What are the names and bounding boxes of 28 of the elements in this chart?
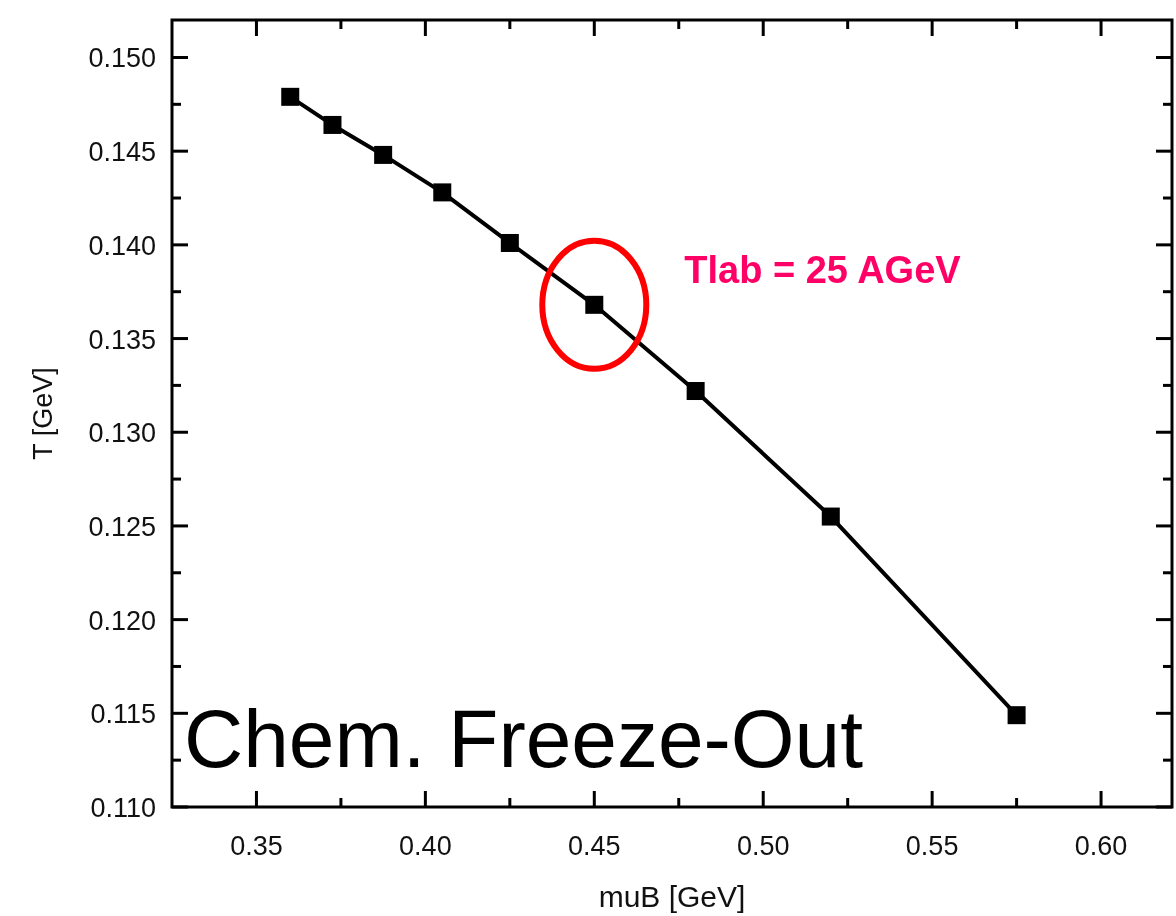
y-tick-label: 0.150 [88,43,156,74]
y-tick-label: 0.140 [88,230,156,261]
point [1007,706,1026,725]
point [433,183,452,202]
point [500,233,519,252]
annotation: Tlab = 25 AGeV [684,248,962,291]
point [323,115,342,134]
point [281,87,300,106]
x-tick-label: 0.50 [736,831,790,861]
x-tick-label: 0.40 [399,831,452,861]
point [585,295,604,314]
x-tick-label: 0.55 [905,831,959,861]
x-tick-label: 0.35 [230,831,283,861]
y-axis-title: T [GeV] [28,367,58,460]
annotation: Chem. Freeze-Out [184,693,864,784]
y-tick-label: 0.120 [88,605,156,636]
x-axis-title: muB [GeV] [598,880,746,913]
y-tick-label: 0.125 [88,511,156,542]
y-tick-label: 0.115 [90,699,156,730]
y-tick-label: 0.135 [88,324,156,355]
point [821,507,840,526]
point [374,145,393,164]
x-tick-label: 0.45 [568,831,621,861]
y-tick-label: 0.110 [90,793,156,823]
x-tick-label: 0.60 [1074,831,1128,861]
y-tick-label: 0.145 [88,137,156,168]
y-tick-label: 0.130 [88,418,156,449]
point [686,382,705,401]
